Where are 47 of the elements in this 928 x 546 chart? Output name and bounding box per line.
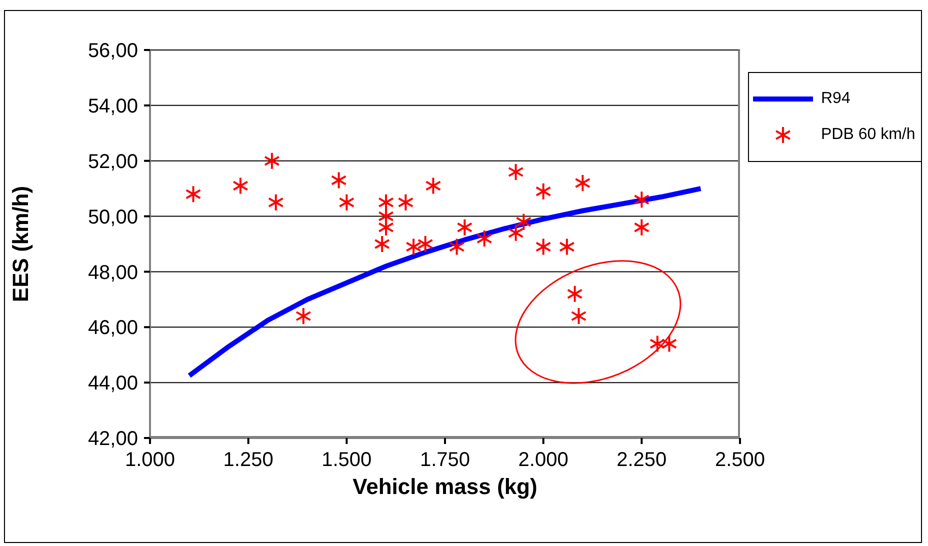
point [570, 307, 587, 326]
point [185, 185, 202, 204]
point [634, 190, 650, 209]
y-tick-label: 52,00 [88, 150, 138, 173]
x-tick-label: 1.000 [124, 449, 176, 472]
point [476, 229, 492, 248]
y-tick-label: 56,00 [88, 40, 138, 62]
point [425, 176, 442, 195]
point [374, 235, 390, 253]
point [634, 218, 650, 236]
y-axis-title: EES (km/h) [8, 186, 33, 302]
point [535, 182, 552, 200]
y-tick-label: 44,00 [88, 372, 138, 395]
y-tick-label: 50,00 [88, 206, 138, 228]
point [558, 238, 575, 256]
point [566, 284, 583, 303]
point [330, 171, 347, 190]
point [574, 174, 591, 192]
legend-label: PDB 60 km/h [821, 126, 916, 144]
point [516, 212, 532, 231]
point [456, 218, 473, 236]
point [508, 162, 524, 181]
point [448, 238, 465, 256]
point [406, 238, 422, 256]
x-tick-label: 2.000 [518, 449, 568, 472]
y-tick-label: 42,00 [88, 428, 138, 450]
point [338, 193, 355, 212]
point [649, 334, 666, 353]
y-tick-label: 54,00 [88, 96, 138, 118]
point [535, 238, 552, 256]
y-tick-label: 48,00 [88, 262, 138, 284]
point [268, 193, 284, 212]
x-axis-title: Vehicle mass (kg) [352, 474, 538, 499]
point [508, 224, 524, 242]
legend-label: R94 [821, 90, 850, 108]
x-tick-label: 2.250 [616, 449, 667, 472]
point [398, 193, 414, 212]
point [232, 176, 248, 195]
point [661, 334, 678, 353]
point [417, 235, 434, 253]
x-tick-label: 1.250 [223, 449, 274, 472]
x-tick-label: 1.500 [322, 449, 372, 472]
x-tick-label: 2.500 [714, 449, 766, 472]
point [295, 307, 312, 326]
x-tick-label: 1.750 [420, 449, 470, 472]
y-tick-label: 46,00 [88, 317, 138, 340]
point [264, 152, 280, 170]
